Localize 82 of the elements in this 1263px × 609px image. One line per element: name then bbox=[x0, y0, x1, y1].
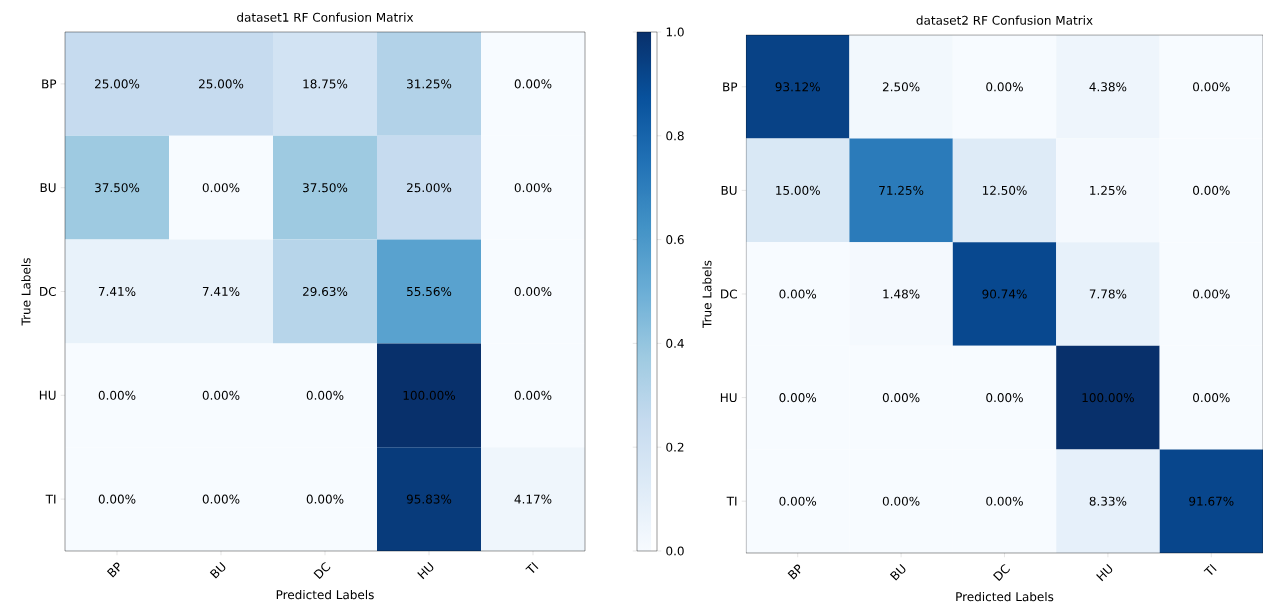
x-tick-label: TI bbox=[1203, 564, 1217, 575]
data-label: 0.00% bbox=[986, 82, 1023, 92]
x-axis-title: Predicted Labels bbox=[956, 591, 1054, 602]
data-label: 0.00% bbox=[98, 390, 136, 400]
data-label: 0.00% bbox=[882, 496, 920, 506]
color-bar-label: 0.8 bbox=[666, 131, 684, 141]
y-tick-label: BP bbox=[42, 79, 57, 89]
x-tick-label: BP bbox=[787, 564, 801, 580]
x-tick-label: HU bbox=[1096, 563, 1113, 582]
data-label: 0.00% bbox=[202, 183, 240, 193]
color-bar-label: 0.2 bbox=[666, 442, 684, 452]
data-label: 93.12% bbox=[775, 82, 820, 92]
data-label: 31.25% bbox=[407, 79, 452, 89]
data-label: 4.38% bbox=[1089, 82, 1127, 92]
data-label: 1.25% bbox=[1090, 185, 1127, 195]
data-label: 0.00% bbox=[306, 494, 344, 504]
x-tick-label: HU bbox=[417, 561, 434, 580]
data-label: 0.00% bbox=[779, 289, 817, 299]
color-bar-label: 1.0 bbox=[666, 27, 684, 37]
x-tick-label: BP bbox=[106, 562, 120, 578]
data-label: 0.00% bbox=[98, 494, 136, 504]
x-tick-label: TI bbox=[525, 562, 539, 573]
data-label: 0.00% bbox=[202, 494, 240, 504]
data-label: 0.00% bbox=[1193, 289, 1230, 299]
data-label: 15.00% bbox=[776, 185, 820, 195]
data-label: 0.00% bbox=[514, 79, 552, 89]
data-label: 8.33% bbox=[1089, 496, 1127, 506]
data-label: 0.00% bbox=[1193, 185, 1230, 195]
y-tick-label: BP bbox=[723, 82, 738, 92]
data-label: 0.00% bbox=[514, 183, 552, 193]
data-label: 0.00% bbox=[779, 496, 817, 506]
data-label: 4.17% bbox=[514, 494, 552, 504]
chart-title: dataset2 RF Confusion Matrix bbox=[916, 15, 1093, 25]
data-label: 0.00% bbox=[882, 393, 920, 403]
y-tick-label: TI bbox=[45, 494, 56, 504]
data-label: 37.50% bbox=[95, 183, 140, 193]
y-axis-title: True Labels bbox=[702, 260, 712, 328]
chart-title: dataset1 RF Confusion Matrix bbox=[237, 12, 414, 22]
x-axis-title: Predicted Labels bbox=[276, 589, 374, 600]
data-label: 95.83% bbox=[406, 494, 452, 504]
x-tick-label: DC bbox=[313, 562, 331, 580]
data-label: 25.00% bbox=[407, 183, 452, 193]
data-label: 25.00% bbox=[95, 79, 140, 89]
data-label: 90.74% bbox=[982, 289, 1027, 299]
data-label: 7.41% bbox=[202, 286, 240, 297]
y-tick-label: HU bbox=[720, 393, 737, 403]
data-label: 0.00% bbox=[1193, 82, 1230, 92]
data-label: 0.00% bbox=[306, 390, 344, 400]
data-label: 18.75% bbox=[303, 79, 348, 89]
data-label: 2.50% bbox=[882, 82, 920, 92]
data-label: 71.25% bbox=[879, 185, 924, 195]
color-bar-label: 0.4 bbox=[666, 338, 684, 348]
data-label: 7.78% bbox=[1089, 289, 1127, 299]
data-label: 29.63% bbox=[303, 286, 348, 297]
data-label: 1.48% bbox=[883, 289, 920, 299]
y-tick-label: DC bbox=[721, 289, 737, 299]
data-label: 12.50% bbox=[982, 185, 1027, 195]
data-label: 0.00% bbox=[202, 390, 240, 400]
data-label: 7.41% bbox=[98, 286, 136, 297]
y-tick-label: BU bbox=[721, 185, 737, 195]
color-bar-label: 0.0 bbox=[666, 546, 684, 556]
y-tick-label: DC bbox=[40, 286, 56, 297]
data-label: 0.00% bbox=[986, 496, 1023, 506]
x-tick-label: DC bbox=[992, 564, 1010, 582]
data-label: 100.00% bbox=[403, 390, 456, 400]
data-label: 0.00% bbox=[986, 393, 1023, 403]
data-label: 55.56% bbox=[407, 286, 452, 297]
data-label: 0.00% bbox=[514, 286, 552, 297]
y-tick-label: TI bbox=[726, 496, 737, 506]
data-label: 0.00% bbox=[1193, 393, 1230, 403]
data-label: 91.67% bbox=[1189, 496, 1234, 506]
y-tick-label: BU bbox=[40, 183, 56, 193]
x-tick-label: BU bbox=[889, 563, 906, 581]
y-axis-title: True Labels bbox=[21, 258, 31, 326]
data-label: 100.00% bbox=[1082, 393, 1134, 403]
data-label: 0.00% bbox=[514, 390, 552, 400]
data-label: 0.00% bbox=[779, 393, 817, 403]
x-tick-label: BU bbox=[209, 561, 226, 579]
data-label: 25.00% bbox=[199, 79, 244, 89]
color-bar-label: 0.6 bbox=[666, 235, 684, 245]
data-label: 37.50% bbox=[303, 183, 348, 193]
y-tick-label: HU bbox=[39, 390, 56, 400]
